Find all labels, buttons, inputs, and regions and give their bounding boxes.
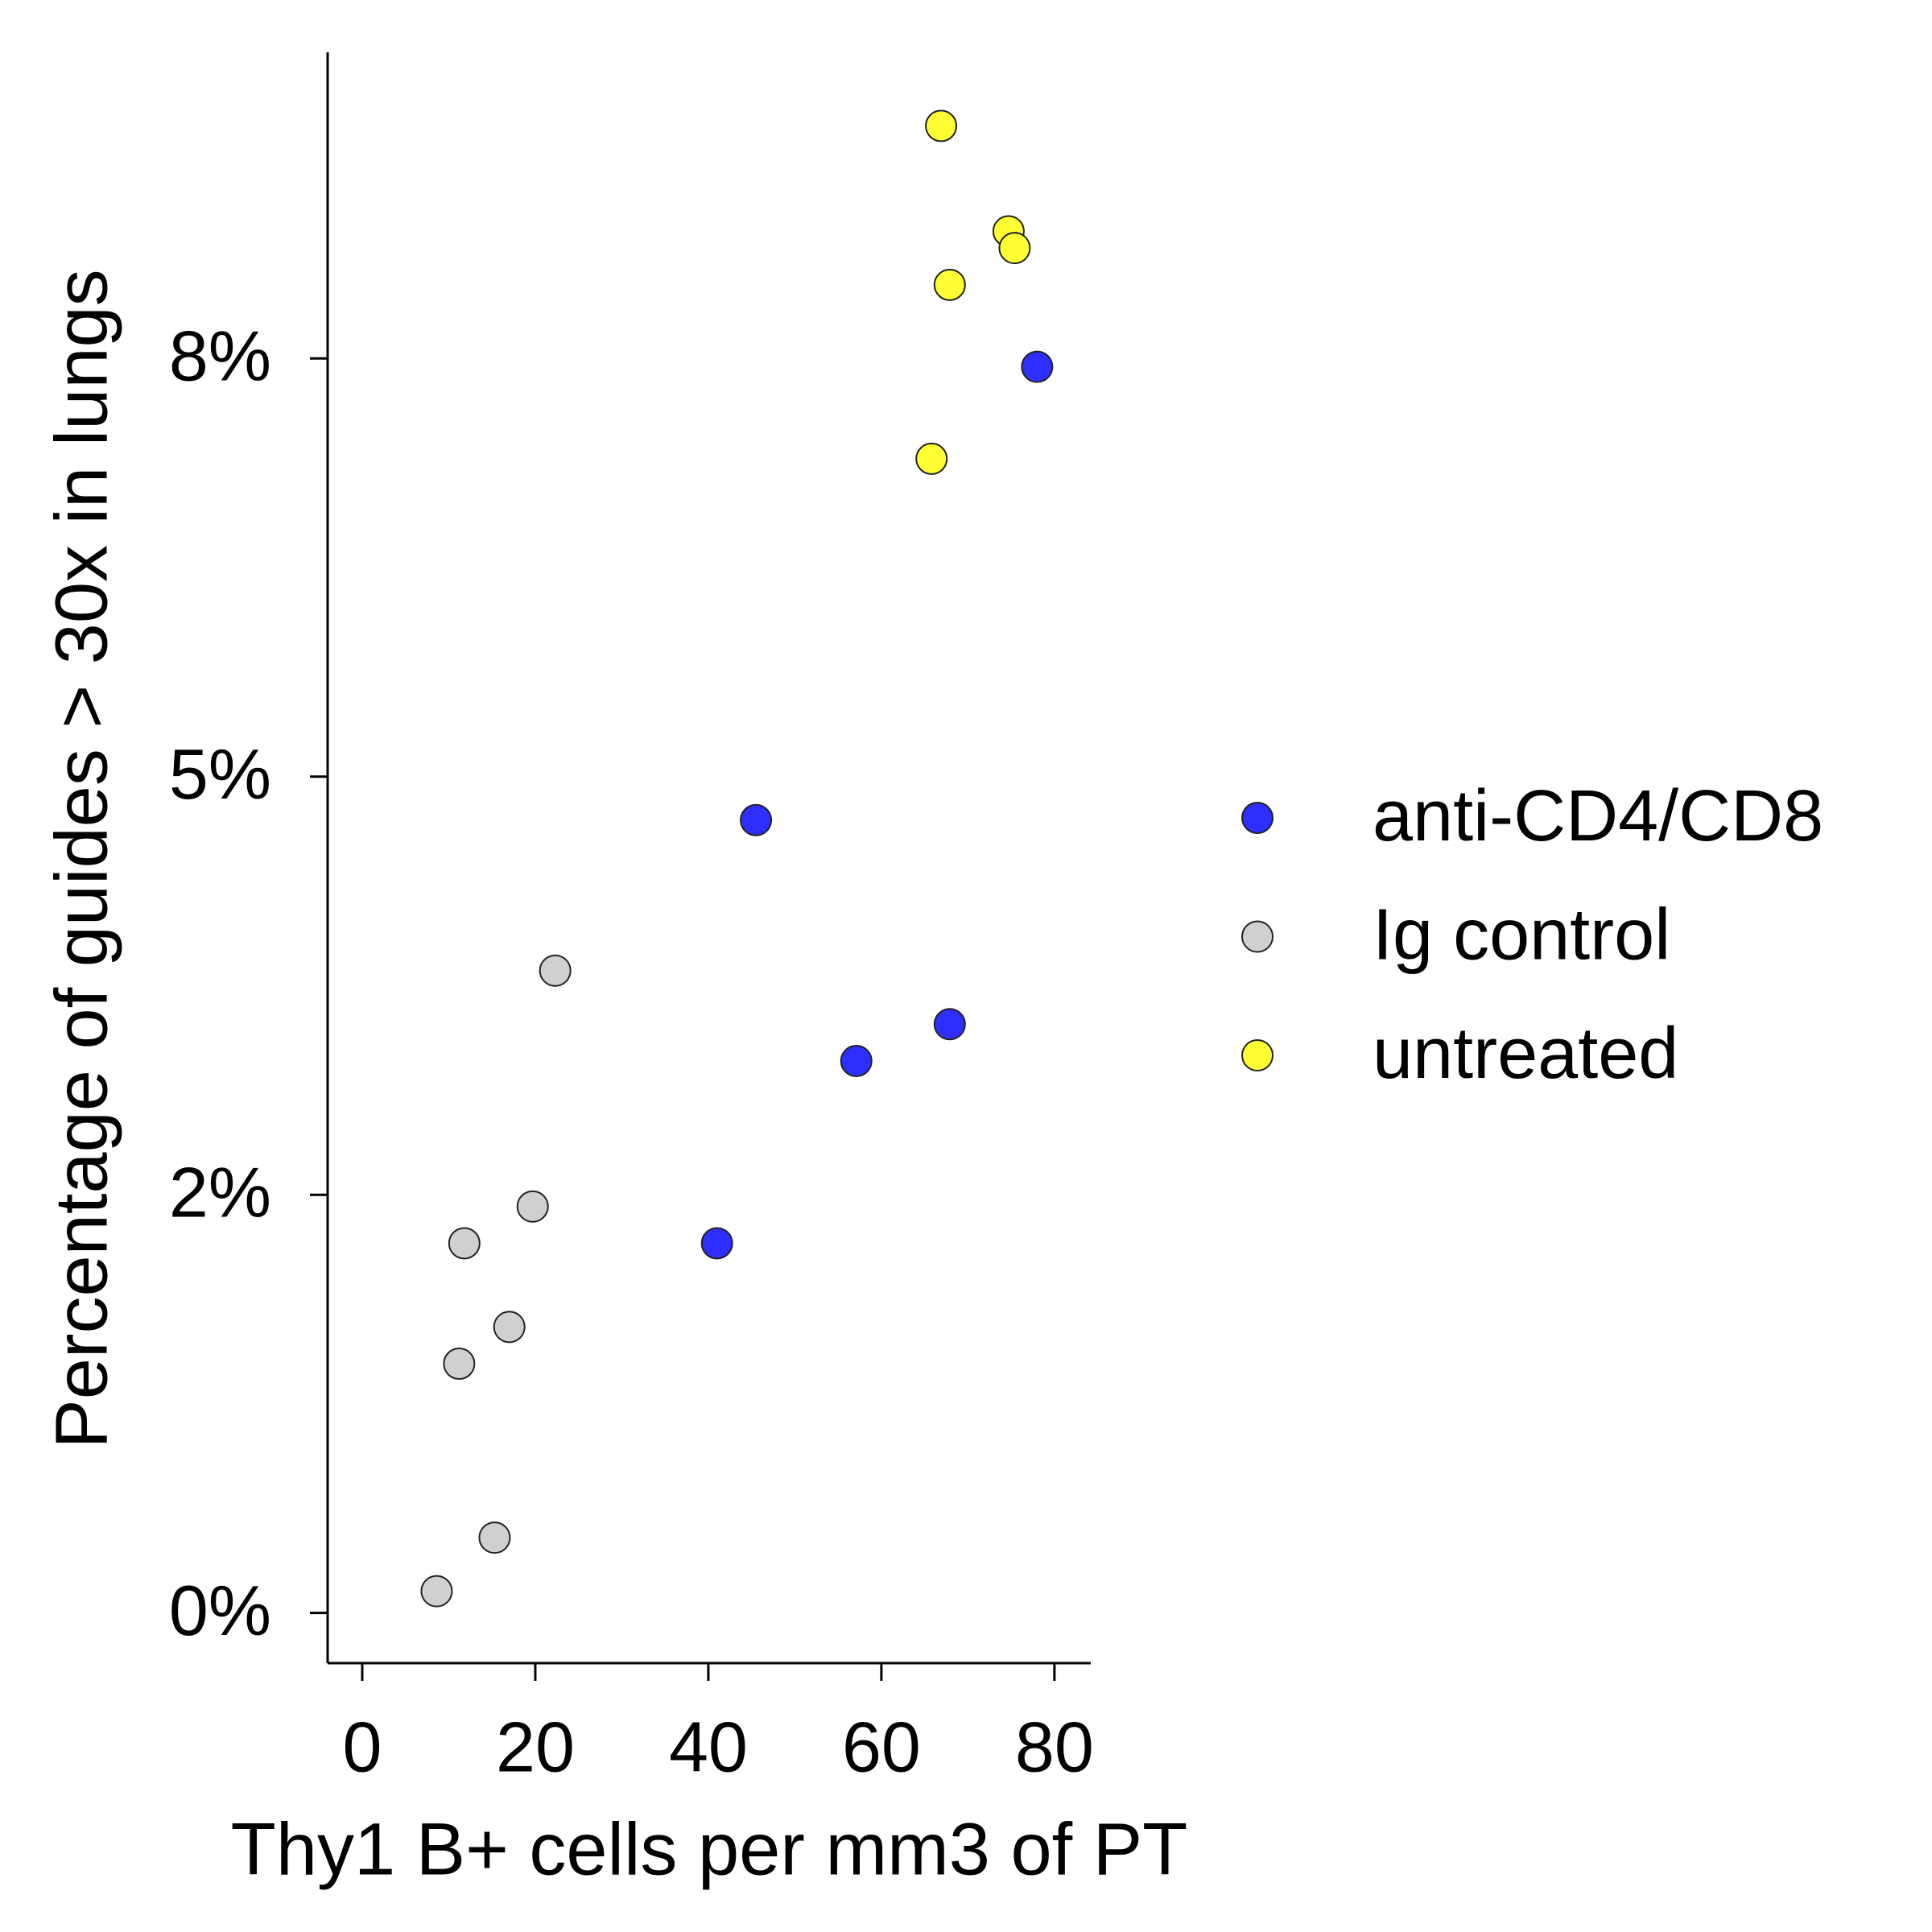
y-tick-label: 0% — [169, 1571, 271, 1650]
y-tick-label: 2% — [169, 1152, 271, 1232]
point — [448, 1227, 481, 1260]
point — [933, 1008, 966, 1041]
point — [443, 1348, 476, 1381]
x-tick-label: 0 — [343, 1707, 382, 1786]
legend-marker — [1241, 920, 1274, 953]
legend-marker — [1241, 802, 1274, 834]
legend-label: untreated — [1373, 1013, 1678, 1094]
point — [740, 803, 773, 836]
legend-marker — [1241, 1039, 1274, 1071]
legend-label: Ig control — [1373, 894, 1670, 975]
x-axis-title: Thy1 B+ cells per mm3 of PT — [231, 1808, 1188, 1890]
point — [420, 1575, 453, 1608]
point — [1021, 350, 1054, 383]
point — [933, 268, 966, 301]
y-axis-title: Percentage of guides > 30x in lungs — [40, 269, 122, 1448]
point — [516, 1190, 549, 1223]
point — [700, 1227, 733, 1260]
point — [840, 1044, 873, 1077]
point — [998, 232, 1031, 265]
x-tick-label: 60 — [842, 1707, 921, 1786]
point — [539, 954, 572, 987]
x-tick-label: 40 — [669, 1707, 748, 1786]
point — [925, 109, 958, 142]
point — [478, 1521, 511, 1554]
legend-label: anti-CD4/CD8 — [1373, 776, 1823, 857]
y-tick-label: 5% — [169, 734, 271, 814]
x-tick-label: 80 — [1015, 1707, 1094, 1786]
y-tick-label: 8% — [169, 316, 271, 396]
point — [915, 442, 948, 475]
point — [493, 1311, 526, 1344]
x-tick-label: 20 — [496, 1707, 575, 1786]
